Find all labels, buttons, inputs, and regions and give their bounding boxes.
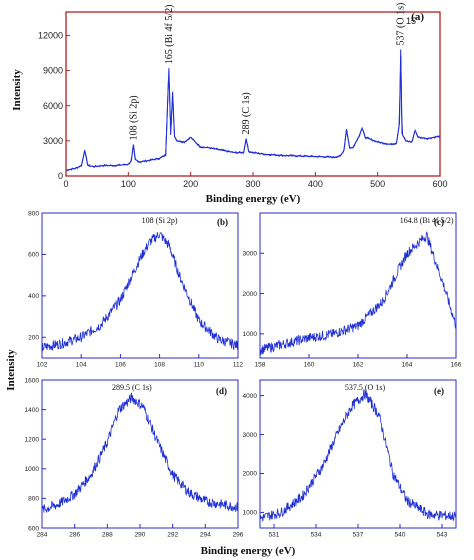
x-tick-label: 160: [304, 362, 315, 369]
peak-annotation: 164.8 (Bi 4f 5/2): [400, 216, 454, 225]
y-tick-label: 800: [28, 496, 39, 503]
x-tick-label: 286: [69, 532, 80, 539]
y-tick-label: 3000: [43, 136, 63, 146]
x-tick-label: 540: [395, 532, 406, 539]
peak-annotation: 165 (Bi 4f 5/2): [164, 5, 175, 65]
panel-d: 284 286 288 290 292 294 296 600 800 1000 1200 1400 1…: [25, 377, 244, 538]
x-tick-label: 100: [121, 179, 136, 189]
stray-number: 15: [406, 16, 416, 26]
y-tick-label: 6000: [43, 101, 63, 111]
x-tick-label: 162: [353, 362, 364, 369]
y-tick-label: 600: [28, 525, 39, 532]
x-tick-label: 600: [432, 179, 447, 189]
y-tick-label: 3000: [243, 251, 258, 258]
y-tick-label: 2000: [243, 291, 258, 298]
y-tick-label: 600: [28, 252, 39, 259]
x-tick-label: 300: [245, 179, 260, 189]
x-tick-label: 296: [233, 532, 244, 539]
bottom-x-axis-label: Binding energy (eV): [201, 545, 296, 557]
y-tick-label: 9000: [43, 66, 63, 76]
x-tick-label: 104: [76, 362, 87, 369]
spectrum-line: [259, 231, 457, 355]
spectrum-peaks: [65, 49, 441, 171]
x-tick-label: 102: [37, 362, 48, 369]
x-tick-label: 110: [194, 362, 205, 369]
x-tick-label: 106: [115, 362, 126, 369]
x-tick-label: 500: [370, 179, 385, 189]
x-tick-label: 0: [63, 179, 68, 189]
peak-annotation: 108 (Si 2p): [128, 95, 139, 140]
panel-e: 531 534 537 540 543 1000 2000 3000 4000 537.5 (O …: [243, 379, 457, 539]
x-tick-label: 543: [437, 532, 448, 539]
x-tick-label: 290: [135, 532, 146, 539]
x-tick-label: 166: [451, 362, 462, 369]
panel-label: (b): [217, 217, 228, 227]
bottom-y-axis-label: Intensity: [5, 349, 17, 391]
panel-label: (c): [434, 217, 444, 227]
y-tick-label: 12000: [38, 31, 63, 41]
y-tick-label: 2000: [243, 471, 258, 478]
x-tick-label: 294: [200, 532, 211, 539]
y-tick-label: 1200: [25, 436, 40, 443]
y-tick-label: 1600: [25, 377, 40, 384]
x-tick-label: 534: [311, 532, 322, 539]
panel-frame: [65, 11, 441, 177]
y-tick-label: 1000: [25, 466, 40, 473]
x-tick-label: 112: [233, 362, 244, 369]
spectrum-line: [41, 231, 239, 352]
x-tick-label: 108: [154, 362, 165, 369]
x-tick-label: 400: [308, 179, 323, 189]
panel-label: (d): [216, 386, 227, 396]
peak-annotation: 537.5 (O 1s): [345, 383, 386, 392]
x-tick-label: 284: [37, 532, 48, 539]
y-tick-label: 4000: [243, 393, 258, 400]
x-tick-label: 164: [402, 362, 413, 369]
panel-a: 0 100 200 300 400 500 600030006000900012000108…: [38, 3, 448, 189]
x-tick-label: 158: [255, 362, 266, 369]
x-tick-label: 200: [183, 179, 198, 189]
y-tick-label: 3000: [243, 432, 258, 439]
y-tick-label: 1000: [243, 331, 258, 338]
peak-annotation: 108 (Si 2p): [142, 216, 178, 225]
spectrum-line: [65, 55, 441, 172]
y-tick-label: 800: [28, 210, 39, 217]
x-tick-label: 288: [102, 532, 113, 539]
y-tick-label: 1400: [25, 407, 40, 414]
spectrum-line: [259, 389, 457, 522]
y-tick-label: 1000: [243, 510, 258, 517]
top-x-axis-label: Binding energy (eV): [206, 193, 301, 205]
top-y-axis-label: Intensity: [11, 69, 23, 111]
x-tick-label: 292: [167, 532, 178, 539]
peak-annotation: 537 (O 1s): [396, 3, 407, 46]
panel-b: 102 104 106 108 110 112 200 400 600 800 108 (Si 2p…: [28, 210, 243, 368]
y-tick-label: 400: [28, 293, 39, 300]
x-tick-label: 531: [269, 532, 280, 539]
peak-annotation: 289 (C 1s): [241, 92, 252, 134]
x-tick-label: 537: [353, 532, 364, 539]
panel-label: (a): [411, 11, 424, 23]
panel-label: (e): [434, 386, 444, 396]
panel-c: 158 160 162 164 166 1000 2000 3000 164.8 (Bi 4f …: [243, 212, 462, 369]
peak-annotation: 289.5 (C 1s): [112, 383, 152, 392]
y-tick-label: 200: [28, 335, 39, 342]
y-tick-label: 0: [58, 171, 63, 181]
spectrum-line: [41, 392, 239, 513]
panel-frame: [41, 212, 239, 359]
